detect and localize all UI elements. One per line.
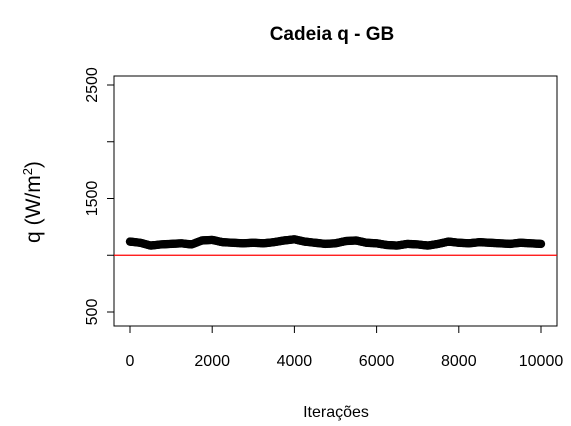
- x-tick-label: 8000: [441, 353, 477, 370]
- y-tick-label: 2500: [84, 67, 101, 103]
- plot-frame: [113, 75, 558, 327]
- x-tick-label: 6000: [359, 353, 395, 370]
- x-tick-label: 10000: [519, 353, 564, 370]
- y-tick-label: 1500: [84, 181, 101, 217]
- y-axis: 500 1500 2500: [84, 67, 115, 326]
- x-tick-label: 2000: [194, 353, 230, 370]
- data-point: [536, 239, 546, 249]
- data-series: [125, 235, 546, 250]
- y-axis-label: q (W/m2): [20, 161, 45, 243]
- x-tick-label: 4000: [277, 353, 313, 370]
- x-tick-label: 0: [126, 353, 135, 370]
- x-axis: 0 2000 4000 6000 8000 10000: [126, 325, 564, 370]
- x-axis-label: Iterações: [303, 404, 369, 421]
- chart-title: Cadeia q - GB: [270, 24, 395, 45]
- y-tick-label: 500: [84, 299, 101, 326]
